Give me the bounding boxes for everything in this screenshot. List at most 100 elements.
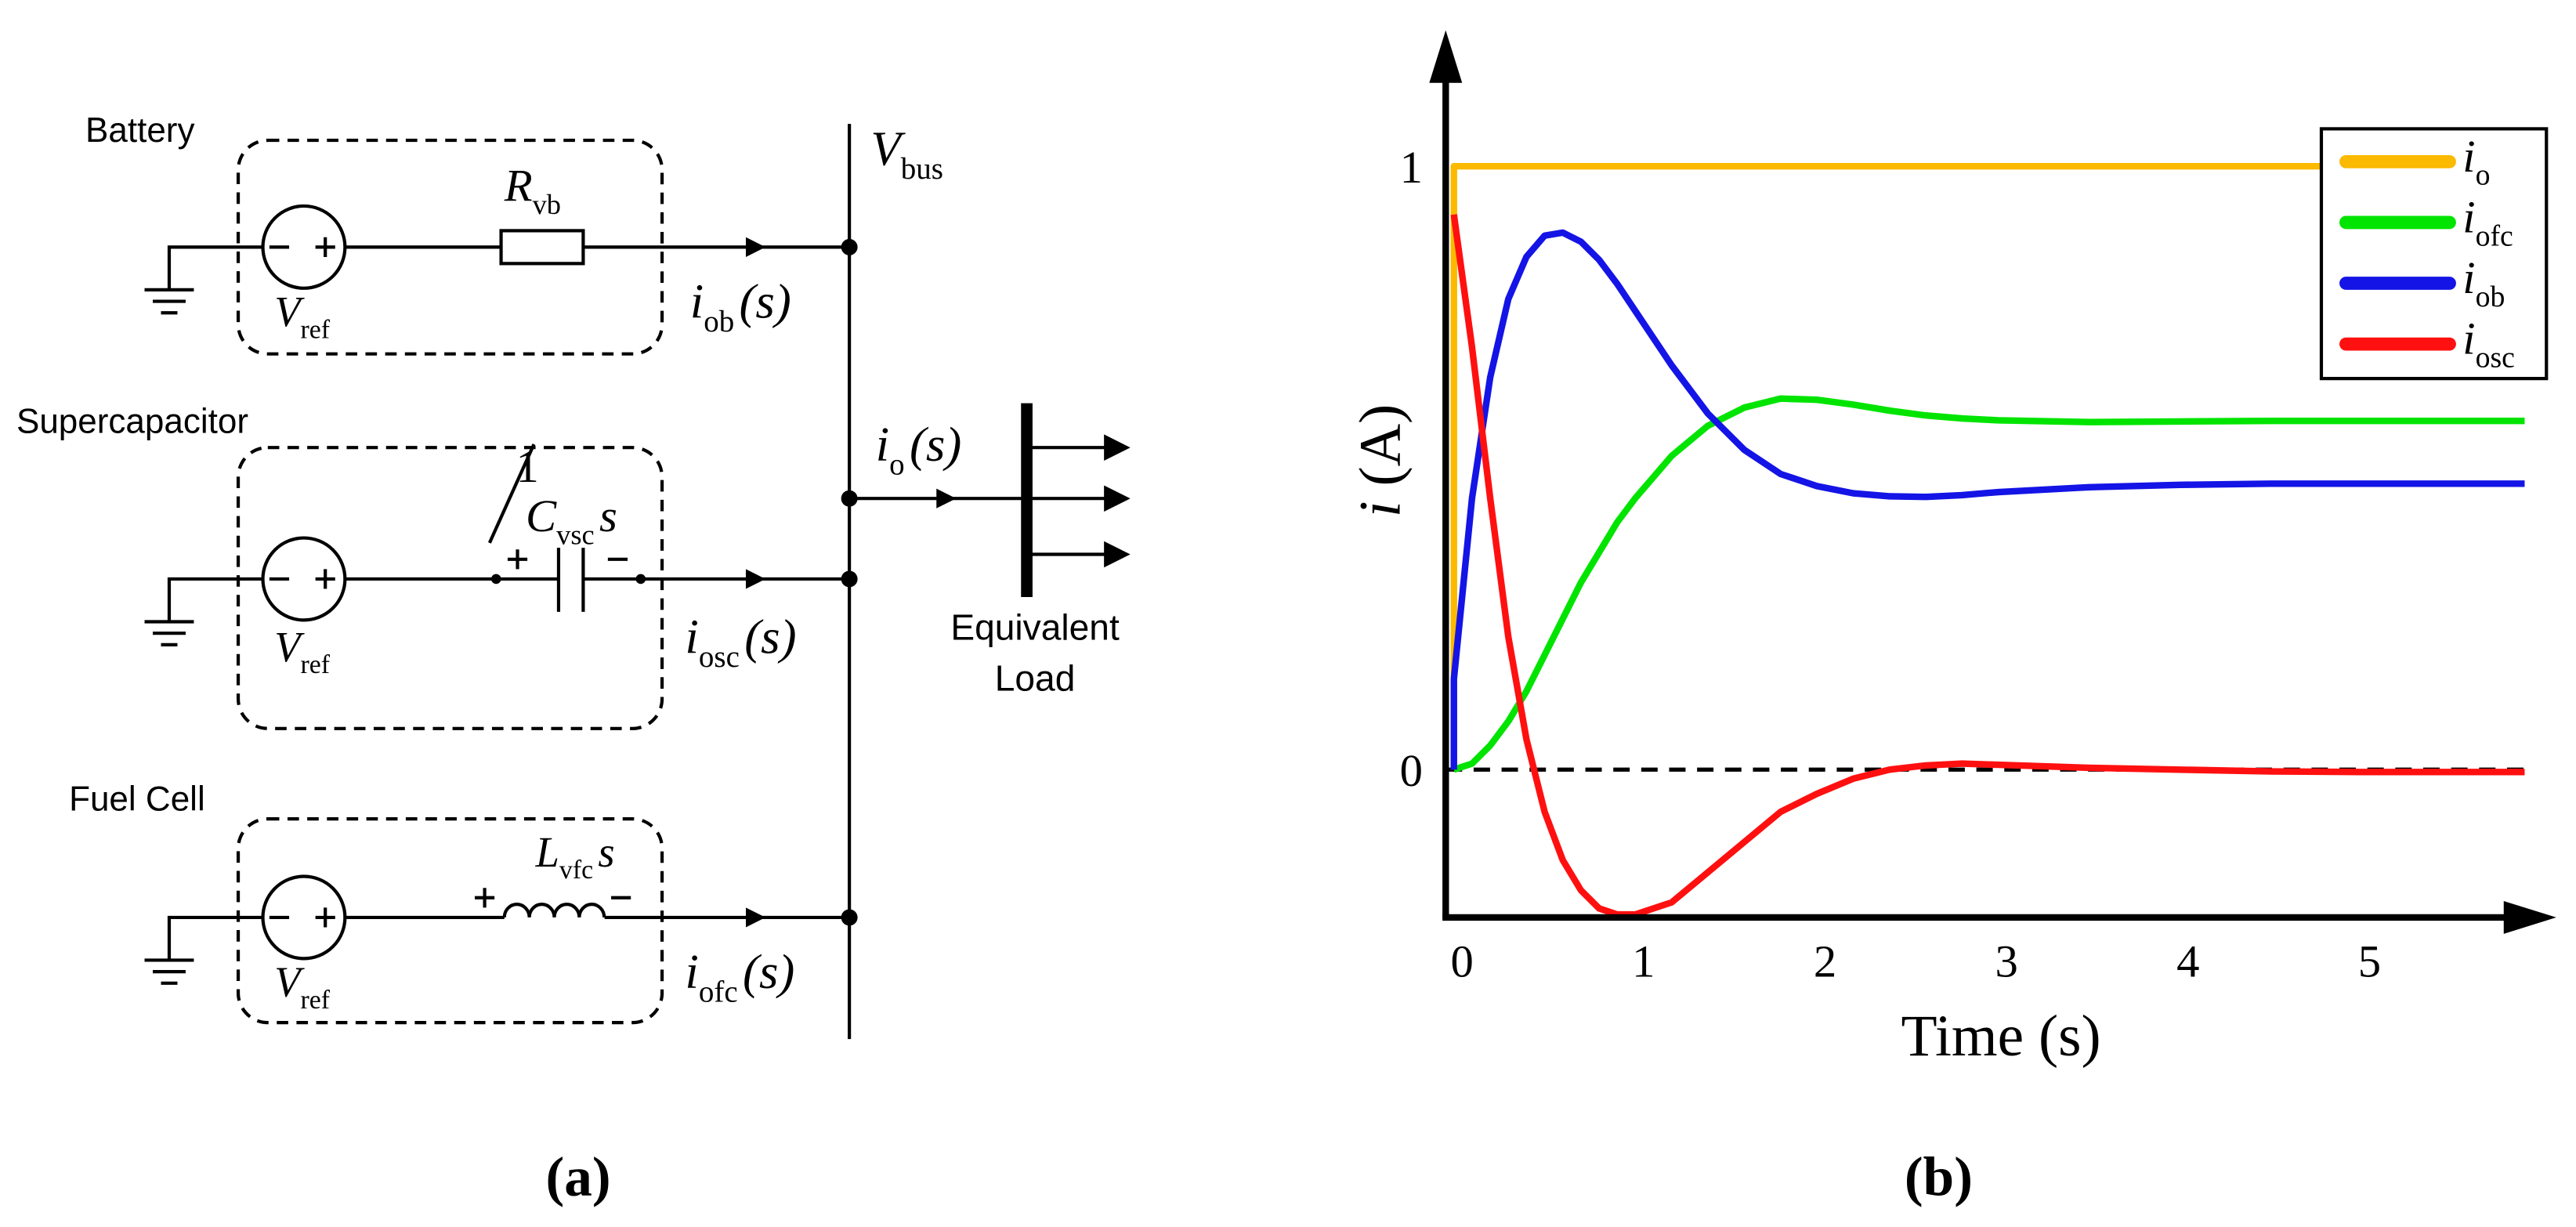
- supercap-box: [236, 446, 664, 730]
- subscript: vsc: [556, 519, 595, 551]
- argument: s: [599, 490, 617, 541]
- symbol: i: [2462, 192, 2475, 243]
- math-label: iosc (s): [685, 609, 796, 674]
- node: [841, 570, 858, 588]
- axis-arrow: [1429, 30, 1463, 83]
- math-label: Lvfc s: [535, 828, 615, 885]
- node: [841, 909, 858, 926]
- sources: [261, 204, 631, 961]
- legend-label: iosc: [2462, 313, 2515, 375]
- subscript: o: [889, 448, 904, 482]
- legend-label: iofc: [2462, 192, 2513, 253]
- legend-label: iob: [2462, 252, 2505, 313]
- x-tick-label: 1: [1632, 936, 1655, 986]
- x-tick-label: 0: [1451, 936, 1474, 986]
- symbol: R: [504, 161, 533, 212]
- argument: (s): [910, 417, 961, 472]
- argument: (s): [743, 944, 794, 999]
- symbol: i: [2462, 252, 2475, 303]
- unit: (A): [1348, 404, 1413, 501]
- voltage-source: [261, 536, 347, 622]
- caption: (a): [546, 1146, 611, 1207]
- wire: [167, 915, 850, 961]
- symbol: C: [526, 490, 557, 541]
- series-line: [1453, 395, 2525, 773]
- symbol: V: [274, 288, 305, 335]
- legend-label: io: [2462, 131, 2490, 192]
- inductor: [502, 903, 606, 918]
- subscript: ref: [301, 315, 331, 344]
- y-tick-label: 1: [1400, 142, 1423, 193]
- math-label: Vref: [274, 623, 331, 679]
- subscript: osc: [699, 640, 740, 674]
- x-tick-label: 5: [2358, 936, 2381, 986]
- subscript: vb: [533, 189, 561, 220]
- symbol: L: [535, 828, 559, 876]
- subscript: bus: [901, 152, 943, 186]
- y-tick-label: 0: [1400, 745, 1423, 796]
- grounds: [144, 288, 194, 985]
- voltage-source: [261, 204, 347, 290]
- subscript: vfc: [559, 856, 593, 885]
- label: Fuel Cell: [69, 780, 205, 819]
- series-line: [1450, 162, 2525, 770]
- x-tick-label: 4: [2176, 936, 2199, 986]
- ground: [144, 288, 194, 985]
- y-axis-label: i (A): [1348, 404, 1413, 518]
- series-line: [1450, 229, 2525, 770]
- voltage-source: [261, 874, 347, 961]
- wire: [167, 497, 1027, 622]
- symbol: V: [274, 623, 305, 671]
- x-axis-label: Time (s): [1901, 1004, 2101, 1069]
- subscript: ofc: [699, 975, 738, 1009]
- subscript: ofc: [2476, 219, 2513, 252]
- node: [841, 238, 858, 255]
- symbol: i: [1348, 501, 1413, 517]
- x-tick-label: 3: [1995, 936, 2017, 986]
- symbol: i: [2462, 313, 2475, 364]
- argument: (s): [739, 274, 791, 329]
- series-line: [1450, 214, 2525, 918]
- subscript: o: [2476, 159, 2491, 192]
- subscript: ref: [301, 650, 331, 679]
- fuelcell-box: [236, 817, 664, 1025]
- nodes: [490, 237, 957, 928]
- circuit: Battery Supercapacitor Fuel Cell Equival…: [16, 111, 1131, 1040]
- math-label: iofc (s): [685, 944, 794, 1009]
- legend-box: [2319, 127, 2549, 381]
- label: Supercapacitor: [16, 402, 248, 440]
- resistor: [499, 229, 585, 266]
- symbol: i: [690, 274, 704, 329]
- node: [490, 574, 501, 585]
- math-label: Vref: [274, 288, 331, 344]
- load-arrow: [1026, 446, 1109, 556]
- label: Battery: [85, 111, 194, 150]
- argument: (s): [744, 609, 796, 664]
- math-label: Cvsc s: [526, 490, 617, 550]
- subscript: ref: [301, 986, 331, 1015]
- symbol: i: [2462, 131, 2475, 182]
- symbol: i: [685, 609, 698, 664]
- fraction-slash: [487, 443, 536, 544]
- symbol: V: [274, 958, 305, 1006]
- symbol: V: [870, 121, 906, 176]
- label: Load: [995, 658, 1076, 699]
- arrowhead: [1104, 434, 1131, 568]
- math-label: iob (s): [690, 274, 791, 339]
- math-label: Vref: [274, 958, 331, 1015]
- symbol: i: [685, 944, 698, 999]
- wire: [167, 245, 850, 290]
- numerator: 1: [516, 441, 538, 492]
- capacitor: [556, 548, 585, 612]
- math-label: Vbus: [870, 121, 943, 186]
- x-tick-label: 2: [1814, 936, 1836, 986]
- battery-box: [236, 138, 664, 356]
- polarity: [475, 549, 631, 908]
- node: [841, 490, 858, 507]
- node: [635, 574, 646, 585]
- symbol: i: [876, 417, 889, 472]
- subscript: ob: [704, 305, 734, 338]
- polarity: [269, 237, 335, 928]
- math-label: io (s): [876, 417, 962, 482]
